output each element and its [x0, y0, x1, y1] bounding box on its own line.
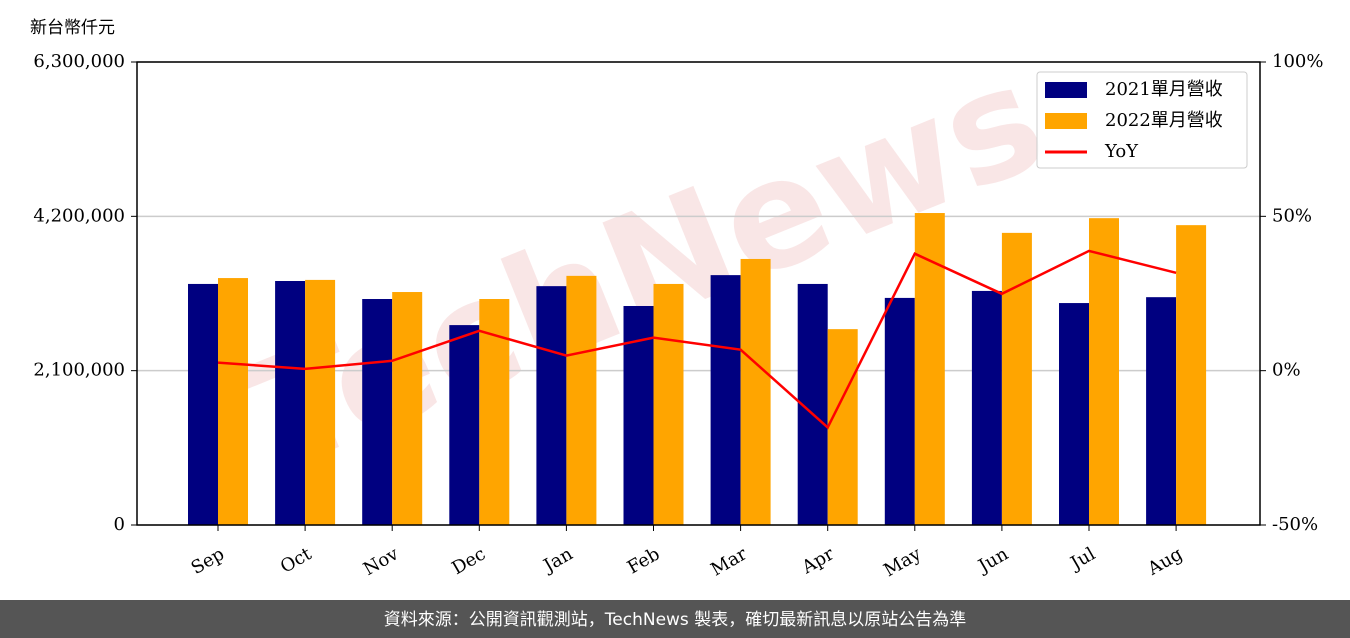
bar [884, 297, 915, 525]
bar [188, 283, 218, 525]
x-tick-label: Nov [360, 543, 403, 580]
legend-label: YoY [1104, 141, 1139, 162]
plot-frame [136, 61, 1261, 526]
x-tick-label: Aug [1143, 543, 1186, 580]
bar [740, 258, 771, 525]
bar [566, 275, 597, 525]
x-tick-label: Dec [448, 543, 489, 579]
footer: 資料來源：公開資訊觀測站，TechNews 製表，確切最新訊息以原站公告為準 [384, 610, 966, 630]
y-tick-label: 0 [114, 514, 125, 535]
y2-tick-label: 100% [1272, 51, 1323, 72]
bar [971, 290, 1002, 525]
bar [536, 286, 567, 525]
x-tick-label: Sep [188, 543, 228, 578]
bar [1001, 232, 1032, 525]
bar [449, 325, 480, 525]
x-tick-label: Mar [707, 543, 751, 580]
y2-tick-label: 0% [1272, 360, 1301, 381]
x-tick-label: May [880, 543, 925, 581]
bar [1146, 297, 1177, 525]
bar [1089, 218, 1119, 525]
x-tick-label: Apr [798, 543, 838, 578]
legend-swatch [1045, 113, 1087, 129]
y-axis-label: 新台幣仟元 [30, 18, 115, 38]
bar [305, 279, 336, 525]
y-tick-label: 2,100,000 [33, 360, 125, 381]
bar [275, 281, 306, 525]
bar [710, 275, 741, 525]
y-tick-label: 6,300,000 [33, 51, 125, 72]
bar [362, 299, 393, 525]
legend-box [1036, 71, 1248, 169]
legend-label: 2022單月營收 [1105, 110, 1223, 131]
bar [1176, 225, 1207, 525]
y2-tick-label: -50% [1272, 514, 1318, 535]
y2-tick-label: 50% [1272, 205, 1312, 226]
bar [653, 283, 684, 525]
x-tick-label: Oct [277, 543, 316, 578]
x-tick-label: Jul [1065, 543, 1099, 575]
bar [392, 292, 423, 525]
legend-label: 2021單月營收 [1105, 79, 1223, 100]
y-tick-label: 4,200,000 [33, 205, 125, 226]
footer-band [0, 600, 1350, 638]
x-tick-label: Feb [624, 543, 664, 578]
legend-swatch [1045, 82, 1087, 98]
x-tick-label: Jan [539, 543, 577, 577]
bar [218, 278, 248, 525]
bar [1059, 303, 1089, 525]
bar [827, 329, 858, 525]
yoy-line [217, 249, 1177, 430]
x-tick-label: Jun [973, 543, 1012, 578]
